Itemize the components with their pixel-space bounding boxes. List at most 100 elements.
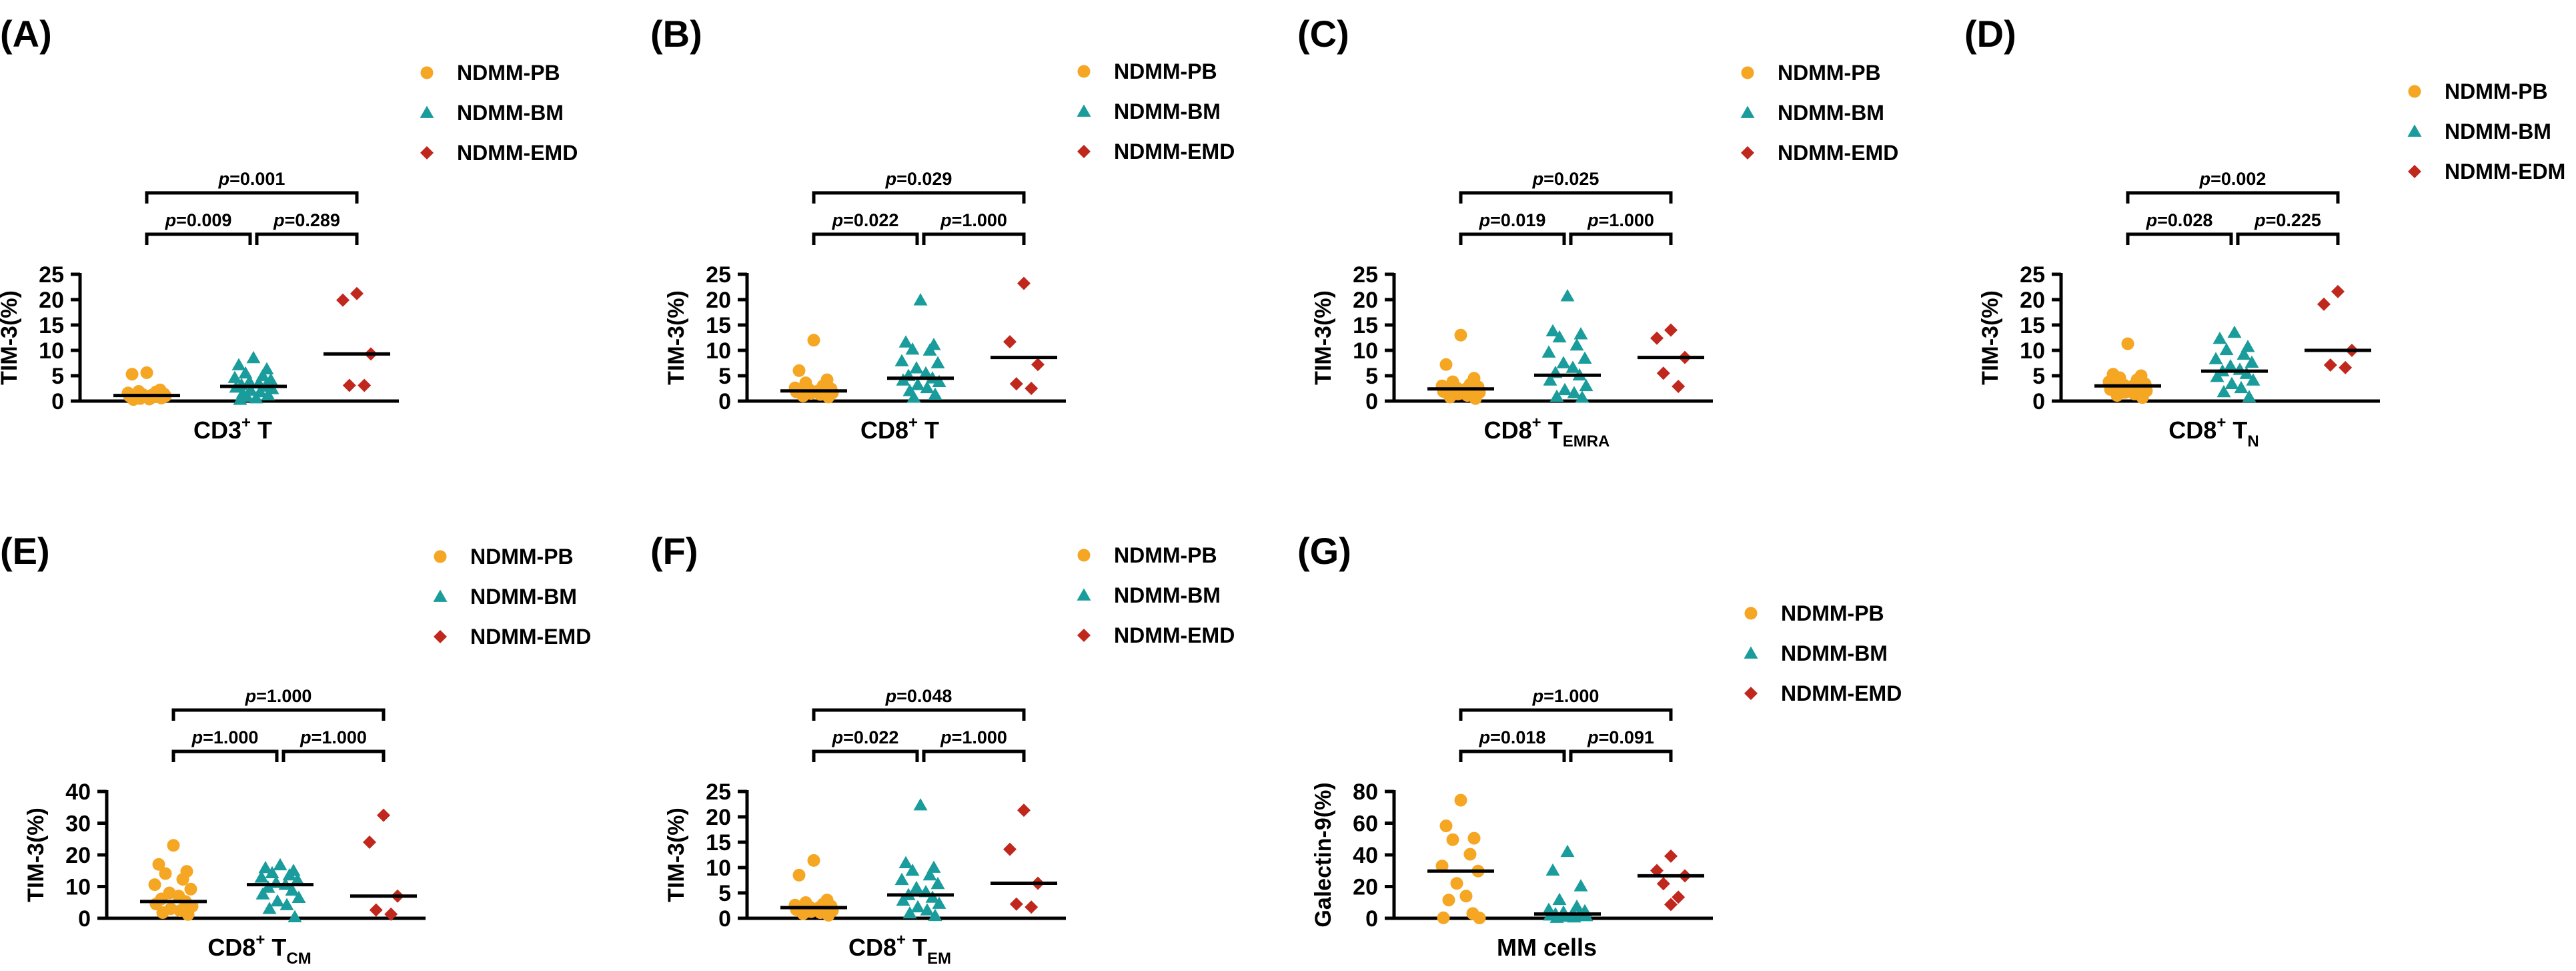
data-point-ndmm-bm xyxy=(1549,389,1564,402)
significance-bracket xyxy=(171,708,386,721)
data-point-ndmm-bm xyxy=(2223,359,2238,372)
data-point-ndmm-bm xyxy=(1552,330,1567,343)
x-axis-label: CD8+ TCM xyxy=(207,931,311,968)
significance-bracket xyxy=(1459,749,1566,762)
legend-label: NDMM-EMD xyxy=(1114,139,1235,164)
significance-bracket xyxy=(812,191,1026,204)
data-point-ndmm-emd xyxy=(1656,877,1670,891)
data-point-ndmm-bm xyxy=(246,350,261,364)
y-tick-label: 10 xyxy=(706,338,731,364)
data-point-ndmm-emd xyxy=(1017,803,1031,818)
data-point-ndmm-bm xyxy=(2208,352,2223,364)
data-point-ndmm-edm xyxy=(2323,358,2337,372)
data-point-ndmm-bm xyxy=(910,378,925,390)
legend-label: NDMM-EMD xyxy=(470,625,591,649)
y-tick-label: 5 xyxy=(2032,364,2045,389)
data-point-ndmm-bm xyxy=(898,856,913,869)
data-point-ndmm-emd xyxy=(1003,842,1017,856)
data-point-ndmm-pb xyxy=(167,839,180,852)
panel-label: (B) xyxy=(650,13,702,55)
panel-g: (G) 0 20 40 60 80 Galectin-9(%) MM cells p=1.000… xyxy=(1297,530,1902,961)
data-point-ndmm-pb xyxy=(155,391,168,404)
data-point-ndmm-bm xyxy=(290,873,305,886)
y-tick-label: 15 xyxy=(706,313,731,338)
y-tick-label: 0 xyxy=(1365,389,1378,414)
data-point-ndmm-bm xyxy=(2219,342,2234,356)
data-point-ndmm-pb xyxy=(807,334,820,347)
y-tick-label: 40 xyxy=(65,779,91,805)
legend-label: NDMM-EMD xyxy=(457,141,578,165)
data-point-ndmm-pb xyxy=(822,390,835,404)
legend-label: NDMM-BM xyxy=(1114,99,1221,123)
legend-marker-ndmm-pb xyxy=(420,66,434,79)
y-tick-label: 10 xyxy=(39,338,64,364)
data-point-ndmm-emd xyxy=(350,286,364,300)
data-point-ndmm-bm xyxy=(928,387,942,400)
data-point-ndmm-bm xyxy=(2210,370,2224,382)
x-axis-label: CD8+ TEM xyxy=(848,931,951,968)
data-point-ndmm-bm xyxy=(932,374,946,387)
legend-label: NDMM-PB xyxy=(1114,59,1217,83)
legend-label: NDMM-EMD xyxy=(1781,681,1902,705)
legend-marker-ndmm-bm xyxy=(420,105,434,118)
y-tick-label: 10 xyxy=(1353,338,1378,364)
y-axis-label: TIM-3(%) xyxy=(0,290,22,385)
p-value-label: p=0.022 xyxy=(832,727,899,747)
panel-label: (C) xyxy=(1297,13,1349,55)
p-value-label: p=1.000 xyxy=(299,727,367,747)
data-point-ndmm-bm xyxy=(1567,386,1581,398)
data-point-ndmm-bm xyxy=(261,880,275,893)
data-point-ndmm-bm xyxy=(1573,879,1588,892)
data-point-ndmm-pb xyxy=(176,873,189,886)
significance-bracket xyxy=(255,232,359,245)
data-point-ndmm-pb xyxy=(796,907,810,920)
data-point-ndmm-bm xyxy=(932,896,946,909)
legend-marker-ndmm-pb xyxy=(2408,85,2421,98)
data-point-ndmm-bm xyxy=(2224,376,2239,390)
p-value-label: p=1.000 xyxy=(245,686,312,706)
legend-marker-ndmm-emd xyxy=(1744,687,1758,700)
significance-bracket xyxy=(812,749,919,762)
p-value-label: p=1.000 xyxy=(940,727,1007,747)
significance-bracket xyxy=(1569,749,1673,762)
y-tick-label: 40 xyxy=(1353,843,1378,868)
data-point-ndmm-bm xyxy=(922,343,937,356)
data-point-ndmm-bm xyxy=(1569,338,1584,351)
data-point-ndmm-emd xyxy=(1672,890,1686,904)
legend-marker-ndmm-emd xyxy=(1741,146,1754,159)
data-point-ndmm-bm xyxy=(902,906,917,919)
p-value-label: p=0.022 xyxy=(832,210,899,230)
data-point-ndmm-bm xyxy=(279,898,294,910)
data-point-ndmm-pb xyxy=(822,908,835,922)
data-point-ndmm-pb xyxy=(1437,911,1450,924)
p-value-label: p=0.028 xyxy=(2146,210,2213,230)
significance-bracket xyxy=(1459,191,1673,204)
y-tick-label: 80 xyxy=(1353,779,1378,805)
y-tick-label: 15 xyxy=(706,830,731,856)
significance-bracket xyxy=(922,232,1026,245)
data-point-ndmm-pb xyxy=(184,882,197,896)
data-point-ndmm-pb xyxy=(1463,848,1477,861)
data-point-ndmm-pb xyxy=(2136,391,2149,404)
data-point-ndmm-bm xyxy=(913,798,928,811)
legend-label: NDMM-PB xyxy=(1114,543,1217,567)
y-axis-label: TIM-3(%) xyxy=(664,290,689,385)
data-point-ndmm-pb xyxy=(792,868,806,882)
data-point-ndmm-emd xyxy=(1664,323,1678,337)
data-point-ndmm-pb xyxy=(1459,890,1473,903)
data-point-ndmm-pb xyxy=(125,368,139,381)
y-tick-label: 0 xyxy=(718,906,731,932)
legend-marker-ndmm-pb xyxy=(1077,65,1091,78)
data-point-ndmm-pb xyxy=(1435,860,1449,873)
y-tick-label: 25 xyxy=(706,262,731,288)
panel-label: (F) xyxy=(650,530,698,572)
data-point-ndmm-pb xyxy=(152,858,165,871)
data-point-ndmm-bm xyxy=(1545,324,1560,336)
significance-bracket xyxy=(171,749,279,762)
legend-marker-ndmm-emd xyxy=(1077,629,1091,642)
y-tick-label: 20 xyxy=(706,805,731,830)
